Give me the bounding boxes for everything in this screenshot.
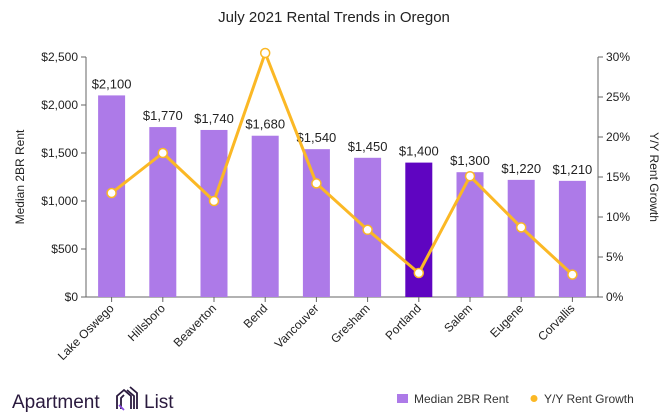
logo-text-apartment: Apartment bbox=[12, 392, 100, 413]
x-tick-label: Portland bbox=[382, 301, 424, 343]
growth-point bbox=[464, 170, 476, 182]
y2-tick-label: 20% bbox=[606, 130, 630, 144]
x-tick-label: Lake Oswego bbox=[55, 301, 117, 363]
y2-axis-label: Y/Y Rent Growth bbox=[647, 132, 661, 222]
bar bbox=[507, 179, 535, 297]
growth-line bbox=[110, 51, 574, 276]
x-tick-label: Salem bbox=[441, 301, 475, 335]
growth-point bbox=[567, 269, 578, 280]
bar-data-label: $1,220 bbox=[501, 161, 541, 176]
growth-point bbox=[311, 178, 322, 189]
y-tick-label: $0 bbox=[65, 290, 79, 304]
y2-tick-label: 15% bbox=[606, 170, 630, 184]
bar-data-label: $1,770 bbox=[143, 108, 183, 123]
y2-tick-label: 0% bbox=[606, 290, 624, 304]
x-tick-label: Beaverton bbox=[171, 301, 220, 350]
legend-line-swatch bbox=[530, 395, 538, 402]
growth-point bbox=[208, 195, 220, 207]
y2-tick-label: 10% bbox=[606, 210, 630, 224]
y-axis-label: Median 2BR Rent bbox=[13, 129, 27, 224]
logo-text-list: List bbox=[144, 392, 174, 413]
legend: Median 2BR Rent Y/Y Rent Growth bbox=[397, 392, 634, 406]
bar-data-label: $2,100 bbox=[92, 76, 132, 91]
legend-bar-label: Median 2BR Rent bbox=[414, 392, 509, 406]
growth-point bbox=[362, 224, 373, 236]
x-tick-label: Gresham bbox=[328, 301, 373, 346]
y-tick-label: $2,000 bbox=[41, 98, 78, 112]
logo: Apartment List bbox=[12, 386, 174, 413]
x-tick-label: Vancouver bbox=[272, 301, 322, 351]
x-tick-label: Corvallis bbox=[535, 301, 577, 343]
growth-point bbox=[259, 47, 271, 59]
y-tick-label: $1,500 bbox=[41, 146, 78, 160]
growth-point bbox=[515, 222, 527, 233]
growth-point bbox=[413, 267, 425, 279]
bar bbox=[251, 135, 279, 297]
legend-line-label: Y/Y Rent Growth bbox=[544, 392, 634, 406]
bar-data-label: $1,450 bbox=[348, 139, 388, 154]
bar bbox=[302, 149, 330, 297]
growth-point bbox=[157, 147, 169, 159]
bar-data-label: $1,540 bbox=[297, 130, 337, 145]
y2-tick-label: 25% bbox=[606, 90, 630, 104]
bar-data-label: $1,300 bbox=[450, 153, 490, 168]
y2-tick-label: 5% bbox=[606, 250, 624, 264]
y2-tick-label: 30% bbox=[606, 50, 630, 64]
legend-bar-swatch bbox=[397, 394, 408, 403]
growth-point bbox=[106, 187, 117, 199]
x-tick-label: Eugene bbox=[487, 301, 526, 340]
y-tick-label: $1,000 bbox=[41, 194, 78, 208]
y-tick-label: $500 bbox=[51, 242, 78, 256]
y-tick-label: $2,500 bbox=[41, 50, 78, 64]
bar-data-label: $1,680 bbox=[245, 117, 285, 132]
bar bbox=[200, 129, 228, 297]
bar-data-label: $1,210 bbox=[553, 162, 593, 177]
bar-data-label: $1,740 bbox=[194, 111, 234, 126]
chart-title: July 2021 Rental Trends in Oregon bbox=[218, 9, 450, 26]
x-tick-label: Bend bbox=[241, 301, 271, 331]
bar-data-label: $1,400 bbox=[399, 144, 439, 159]
logo-mark-icon bbox=[116, 386, 138, 411]
x-tick-label: Hillsboro bbox=[125, 301, 168, 344]
